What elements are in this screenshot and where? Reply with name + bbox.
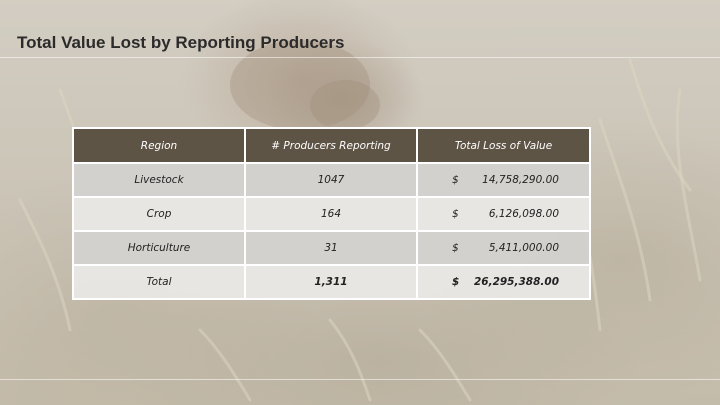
header-total-loss: Total Loss of Value <box>416 127 591 164</box>
cell-region: Horticulture <box>72 230 246 266</box>
table-row: Livestock 1047 $ 14,758,290.00 <box>72 162 591 198</box>
header-producers-reporting: # Producers Reporting <box>244 127 418 164</box>
cell-total-label: Total <box>72 264 246 300</box>
cell-loss: $ 6,126,098.00 <box>416 196 591 232</box>
slide-title: Total Value Lost by Reporting Producers <box>17 33 345 52</box>
currency-symbol: $ <box>452 174 459 186</box>
cell-total-loss: $ 26,295,388.00 <box>416 264 591 300</box>
title-divider <box>0 57 720 58</box>
currency-symbol: $ <box>452 208 459 220</box>
cell-loss: $ 14,758,290.00 <box>416 162 591 198</box>
cell-total-producers: 1,311 <box>244 264 418 300</box>
cell-loss: $ 5,411,000.00 <box>416 230 591 266</box>
loss-value: 5,411,000.00 <box>488 242 559 254</box>
table-total-row: Total 1,311 $ 26,295,388.00 <box>72 264 591 300</box>
cell-region: Livestock <box>72 162 246 198</box>
cell-region: Crop <box>72 196 246 232</box>
table-header-row: Region # Producers Reporting Total Loss … <box>72 127 591 164</box>
table-row: Horticulture 31 $ 5,411,000.00 <box>72 230 591 266</box>
table-row: Crop 164 $ 6,126,098.00 <box>72 196 591 232</box>
cell-producers: 1047 <box>244 162 418 198</box>
total-loss-value: 26,295,388.00 <box>473 276 559 288</box>
cell-producers: 31 <box>244 230 418 266</box>
loss-value: 14,758,290.00 <box>482 174 559 186</box>
footer-divider <box>0 379 720 380</box>
header-region: Region <box>72 127 246 164</box>
currency-symbol: $ <box>452 242 459 254</box>
cell-producers: 164 <box>244 196 418 232</box>
loss-table: Region # Producers Reporting Total Loss … <box>72 127 591 300</box>
currency-symbol: $ <box>452 276 460 288</box>
loss-value: 6,126,098.00 <box>488 208 559 220</box>
